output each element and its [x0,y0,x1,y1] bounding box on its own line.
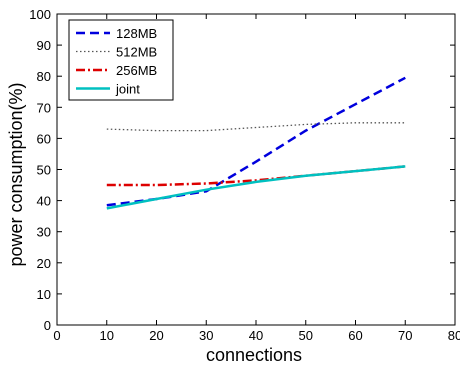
legend-label-256MB: 256MB [116,63,157,78]
legend-box [68,19,174,101]
legend: 128MB 512MB 256MB joint [68,19,174,101]
y-tick-label: 40 [37,194,51,209]
x-tick-label: 20 [149,328,163,343]
x-tick-label: 70 [398,328,412,343]
legend-label-512MB: 512MB [116,45,157,60]
plot-area: 0 10 20 30 40 50 60 70 80 0 10 20 30 40 50 60 70 80 90 100 c… [6,7,460,365]
y-tick-label: 70 [37,100,51,115]
y-tick-label: 20 [37,256,51,271]
legend-label-128MB: 128MB [116,26,157,41]
x-tick-label: 80 [448,328,460,343]
y-tick-label: 60 [37,131,51,146]
x-tick-label: 60 [348,328,362,343]
x-tick-label: 10 [100,328,114,343]
x-tick-label: 30 [199,328,213,343]
x-tick-label: 0 [53,328,60,343]
series-line-512MB [106,122,406,132]
y-tick-label: 90 [37,38,51,53]
y-axis-title: power consumption(%) [6,82,26,266]
x-tick-label: 50 [299,328,313,343]
series-line-256MB [106,165,406,187]
y-tick-label: 10 [37,287,51,302]
y-tick-label: 0 [44,318,51,333]
series-line-joint [106,165,406,210]
y-tick-label: 30 [37,225,51,240]
x-axis-title: connections [206,345,302,365]
y-tick-label: 50 [37,163,51,178]
x-tick-label: 40 [249,328,263,343]
legend-label-joint: joint [115,82,140,97]
y-tick-label: 80 [37,69,51,84]
y-tick-label: 100 [29,7,51,22]
